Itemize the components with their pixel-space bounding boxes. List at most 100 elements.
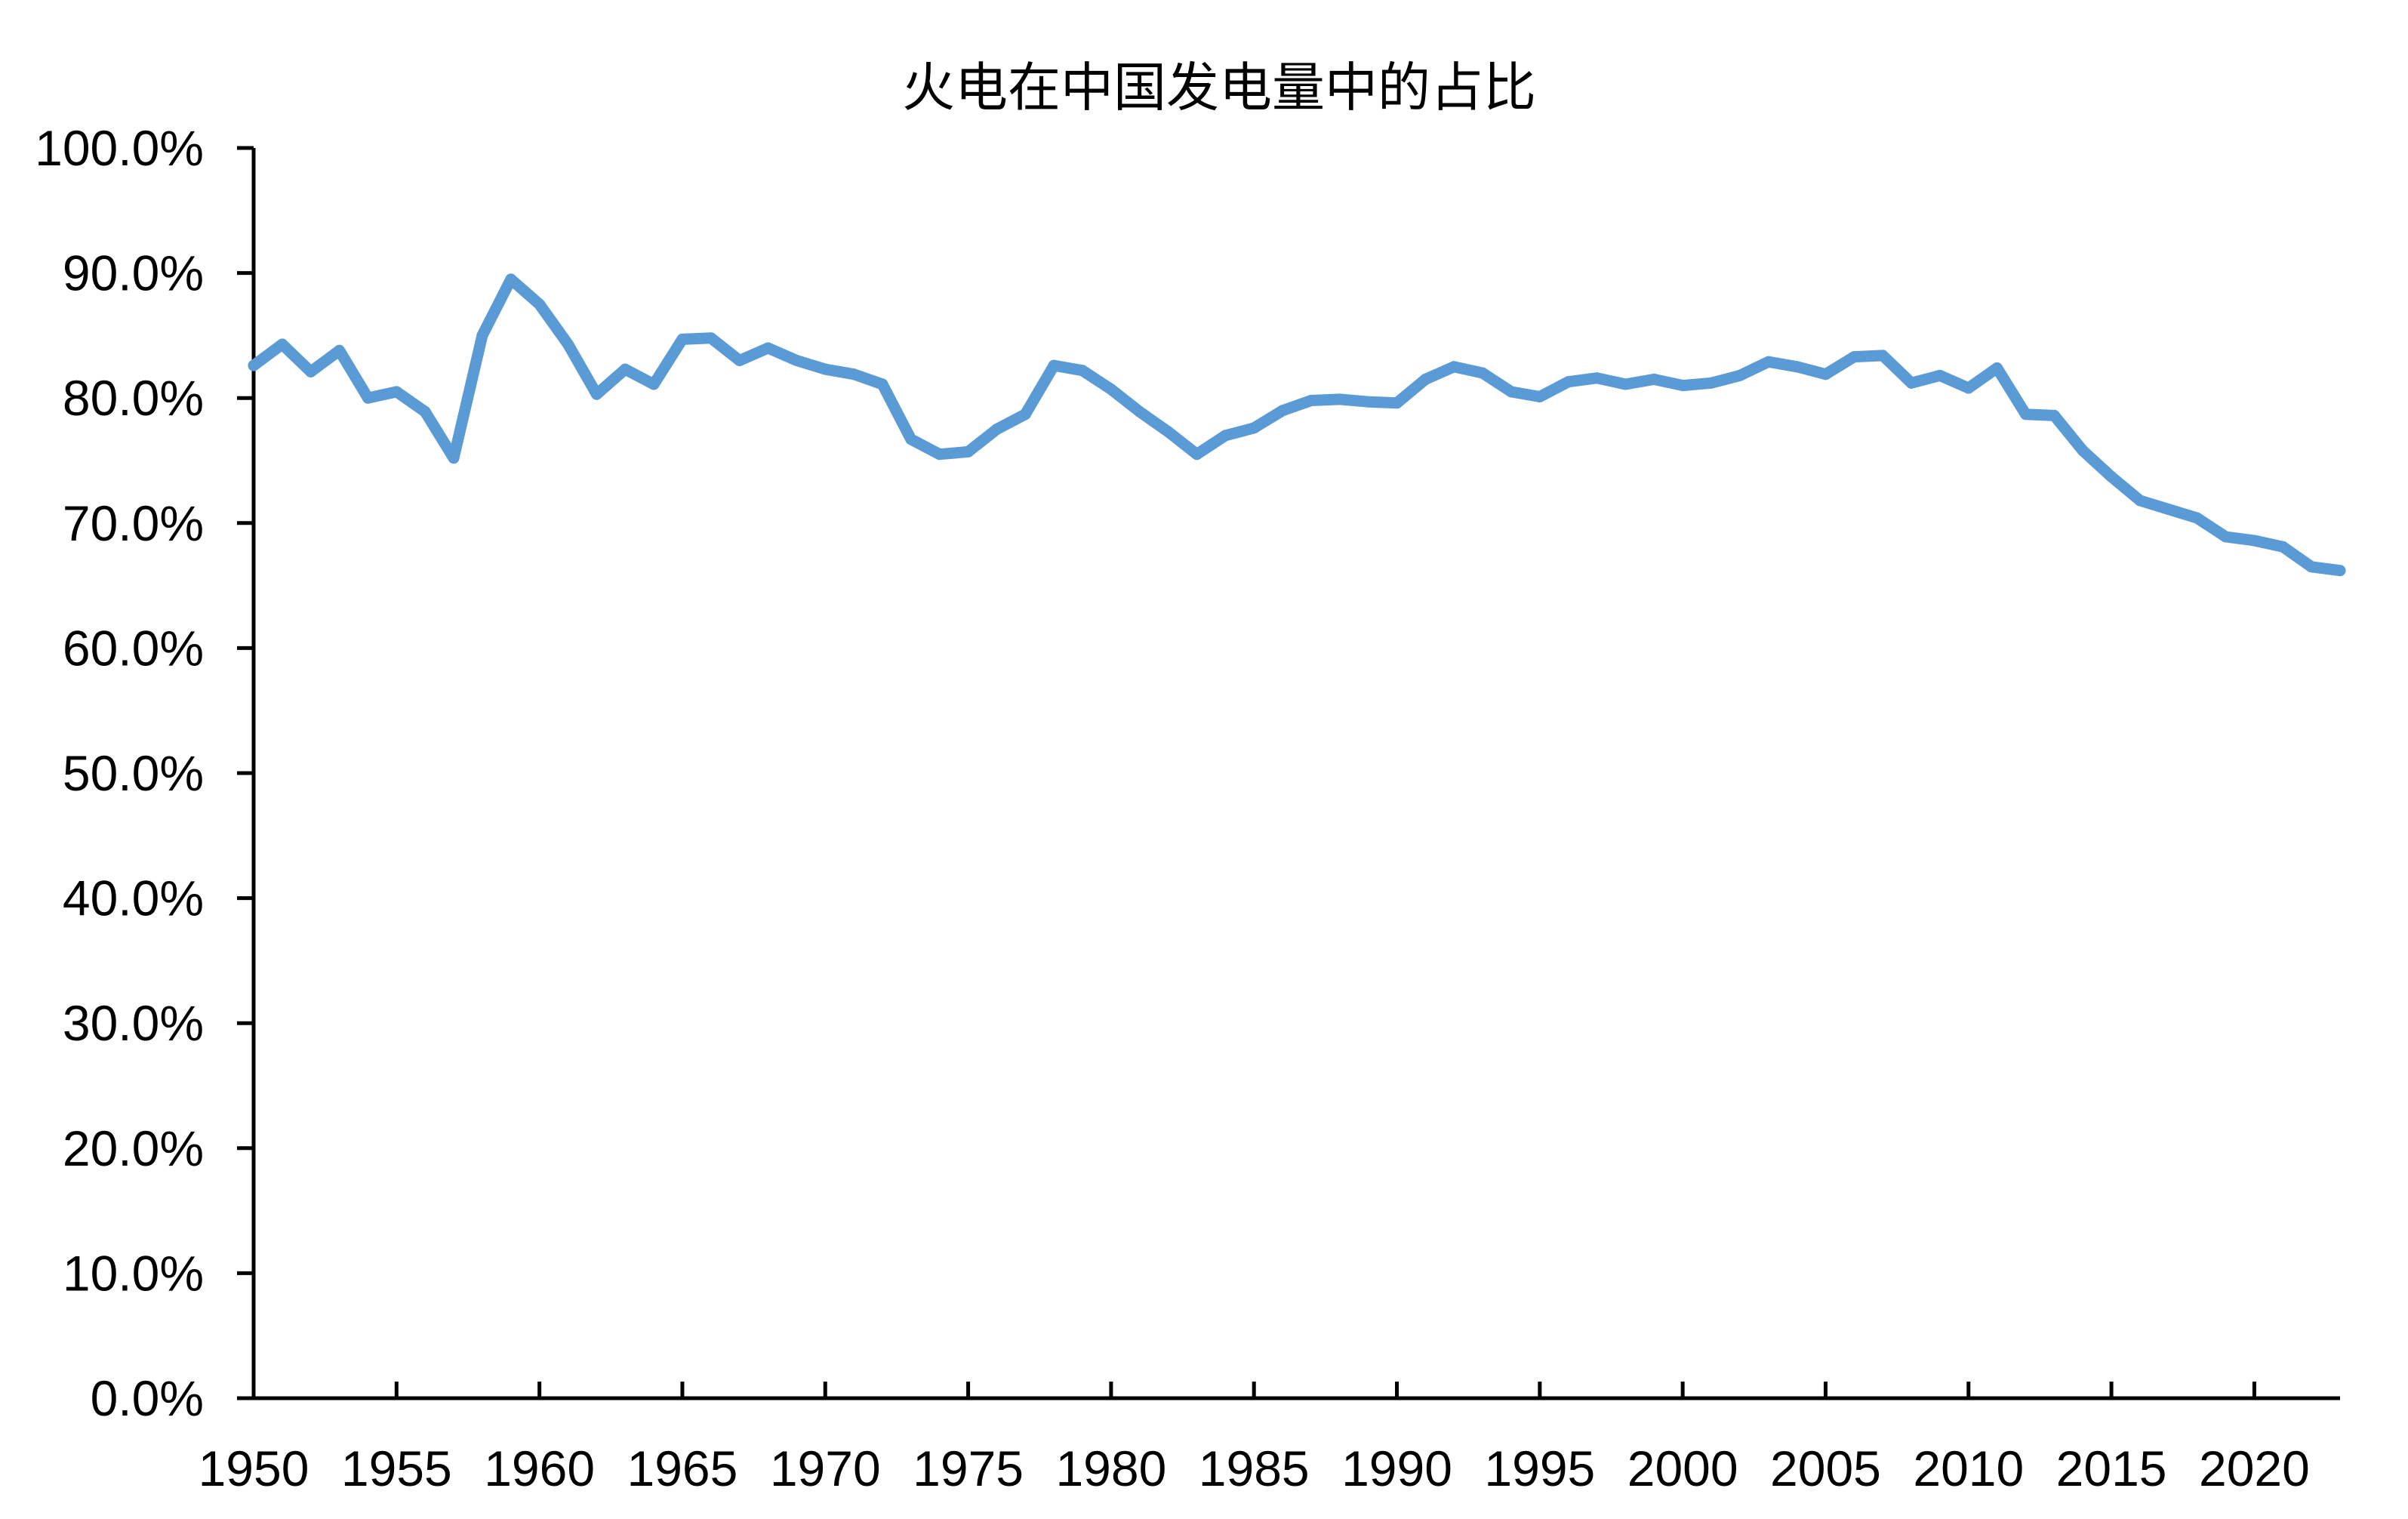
y-tick-label: 50.0%	[63, 745, 204, 801]
data-point	[1791, 361, 1803, 373]
x-tick-label: 2010	[1913, 1440, 2024, 1496]
x-tick-label: 1960	[484, 1440, 595, 1496]
x-tick-label: 1970	[770, 1440, 881, 1496]
data-point	[1391, 397, 1403, 409]
data-point	[2191, 512, 2203, 524]
data-point	[1534, 391, 1546, 402]
x-tick-label: 2005	[1770, 1440, 1881, 1496]
x-tick-label: 2015	[2056, 1440, 2167, 1496]
x-axis: 1950 1955 1960 1965 1970 1975 1980 1985 1990 1995…	[199, 1382, 2340, 1496]
data-point	[1705, 377, 1717, 389]
y-axis: 0.0% 10.0% 20.0% 30.0% 40.0% 50.0% 60.0% 70.0% 8…	[35, 120, 256, 1426]
data-point	[2248, 535, 2260, 547]
x-tick-label: 1965	[627, 1440, 738, 1496]
data-point	[1276, 405, 1289, 417]
data-point	[1648, 373, 1660, 385]
data-point	[1563, 376, 1575, 388]
data-point	[305, 365, 317, 377]
data-point	[819, 363, 831, 375]
data-point	[1076, 365, 1089, 377]
data-point	[505, 273, 517, 285]
data-point	[276, 338, 288, 350]
data-point	[2277, 541, 2289, 553]
x-tick-label: 1950	[199, 1440, 309, 1496]
series-line	[248, 273, 2346, 577]
data-point	[1619, 378, 1631, 390]
x-tick-label: 1995	[1484, 1440, 1595, 1496]
data-point	[1219, 430, 1231, 442]
chart-title: 火电在中国发电量中的占比	[902, 57, 1536, 119]
y-tick-label: 10.0%	[63, 1245, 204, 1301]
y-tick-label: 70.0%	[63, 495, 204, 551]
data-point	[676, 333, 688, 345]
data-point	[1477, 367, 1489, 379]
data-point	[1877, 350, 1889, 362]
data-point	[390, 386, 402, 398]
data-point	[1991, 362, 2003, 374]
data-point	[2048, 409, 2060, 421]
data-point	[1248, 422, 1260, 434]
data-point	[562, 338, 574, 350]
data-point	[1134, 405, 1146, 417]
data-point	[962, 445, 975, 458]
y-tick-label: 60.0%	[63, 620, 204, 676]
y-tick-label: 20.0%	[63, 1120, 204, 1176]
series-layer	[248, 273, 2346, 577]
data-point	[790, 355, 802, 366]
data-point	[1363, 396, 1375, 408]
data-point	[1505, 386, 1517, 398]
y-tick-label: 40.0%	[63, 870, 204, 926]
data-point	[2020, 408, 2031, 421]
data-point	[1048, 359, 1060, 371]
y-tick-label: 90.0%	[63, 245, 204, 301]
data-point	[476, 329, 488, 341]
data-point	[248, 359, 260, 371]
data-point	[2163, 504, 2175, 516]
data-point	[2134, 495, 2146, 507]
data-point	[734, 355, 746, 366]
y-tick-label: 80.0%	[63, 370, 204, 426]
data-point	[876, 378, 888, 390]
y-tick-label: 100.0%	[35, 120, 204, 176]
data-point	[848, 368, 860, 381]
y-tick-label: 30.0%	[63, 995, 204, 1051]
data-point	[1848, 351, 1860, 363]
data-point	[2105, 471, 2117, 482]
data-point	[1305, 395, 1317, 406]
x-tick-label: 1985	[1199, 1440, 1310, 1496]
data-point	[1820, 368, 1831, 381]
data-point	[1019, 408, 1031, 421]
data-point	[1734, 369, 1746, 381]
data-point	[362, 392, 374, 404]
data-point	[1591, 372, 1603, 384]
data-point	[2220, 531, 2231, 543]
data-point	[534, 298, 546, 310]
data-point	[1677, 380, 1689, 392]
data-point	[1419, 373, 1431, 385]
data-point	[648, 378, 660, 390]
data-point	[1162, 426, 1175, 438]
data-point	[705, 332, 717, 344]
data-point	[590, 388, 602, 400]
x-tick-label: 1980	[1055, 1440, 1166, 1496]
data-point	[1905, 377, 1917, 389]
data-point	[934, 448, 946, 461]
data-point	[1963, 382, 1975, 394]
data-point	[1448, 361, 1460, 373]
x-tick-label: 1955	[341, 1440, 452, 1496]
x-tick-label: 2020	[2199, 1440, 2310, 1496]
x-tick-label: 1990	[1341, 1440, 1452, 1496]
data-point	[2305, 561, 2317, 573]
data-point	[448, 452, 460, 464]
data-point	[762, 342, 774, 354]
data-point	[1191, 448, 1202, 461]
data-point	[905, 433, 917, 445]
data-point	[1105, 384, 1117, 396]
data-point	[1334, 393, 1346, 405]
x-tick-label: 1975	[913, 1440, 1024, 1496]
data-point	[990, 424, 1002, 436]
data-point	[2334, 565, 2346, 577]
series-points	[248, 273, 2346, 577]
data-point	[1763, 356, 1775, 368]
